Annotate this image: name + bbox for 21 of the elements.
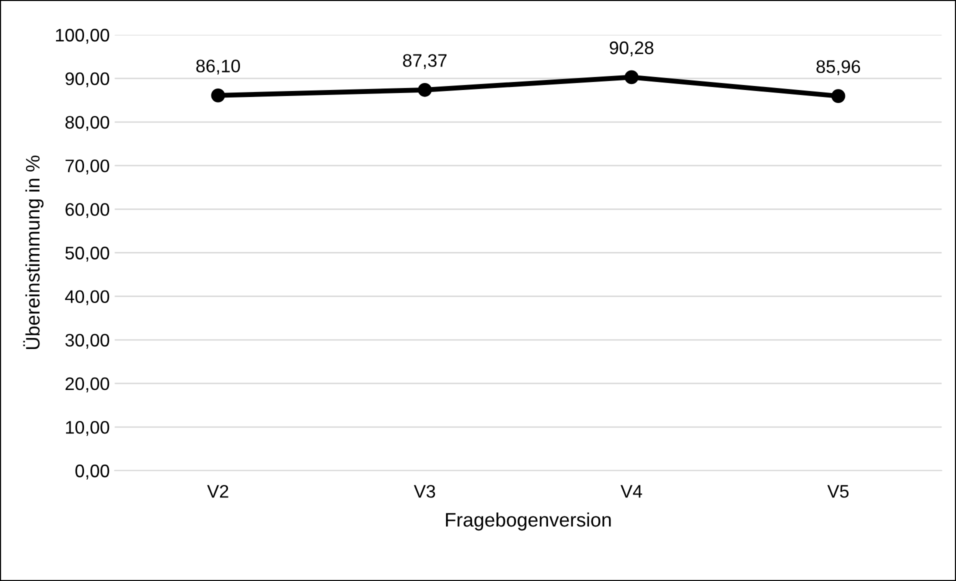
- y-tick-label: 20,00: [66, 377, 110, 392]
- y-tick-label: 0,00: [75, 464, 110, 480]
- y-tick-label: 80,00: [65, 116, 110, 131]
- y-tick-label: 10,00: [66, 420, 110, 436]
- data-label: 85,96: [816, 60, 860, 76]
- x-tick-label: V5: [827, 485, 849, 498]
- y-tick-label: 100,00: [56, 28, 110, 44]
- data-label: 87,37: [403, 54, 447, 70]
- x-tick-label: V2: [207, 484, 228, 498]
- y-tick-label: 30,00: [65, 334, 110, 349]
- x-tick-label: V3: [414, 484, 436, 498]
- y-tick-label: 60,00: [66, 203, 110, 218]
- y-tick-label: 70,00: [66, 160, 110, 174]
- x-axis-title: Fragebogenversion: [446, 512, 611, 531]
- y-tick-label: 90,00: [66, 72, 110, 88]
- data-label: 90,28: [610, 41, 654, 56]
- y-tick-label: 50,00: [65, 246, 110, 262]
- y-axis-title: Übereinstimmung in %: [23, 156, 44, 350]
- x-tick-label: V4: [620, 485, 642, 498]
- y-tick-label: 40,00: [65, 290, 110, 306]
- data-label: 86,10: [196, 60, 240, 75]
